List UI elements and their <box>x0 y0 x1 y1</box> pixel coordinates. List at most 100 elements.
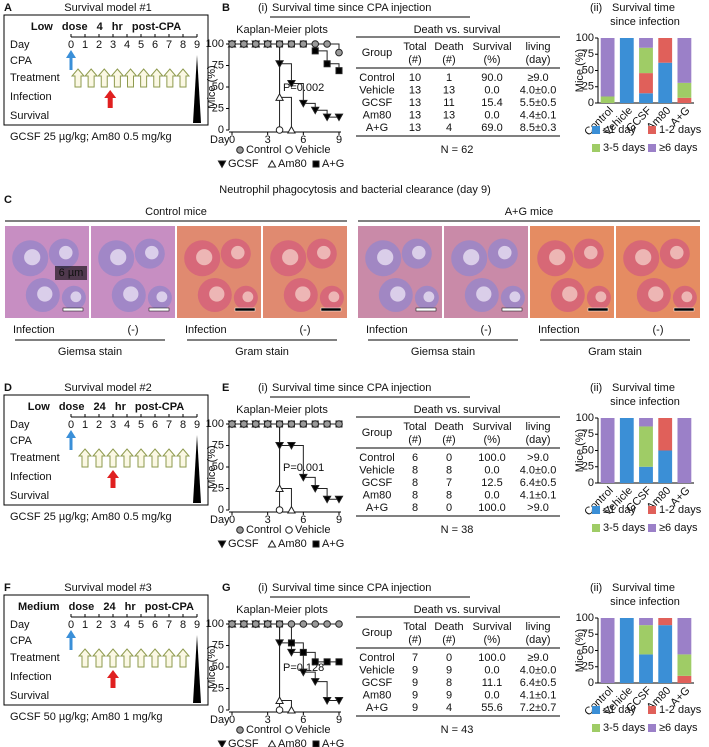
km-marker <box>311 620 320 628</box>
cpa-arrow-head <box>66 630 76 638</box>
km-marker <box>311 658 319 666</box>
bar-segment <box>639 93 653 103</box>
day-label: 5 <box>138 39 144 51</box>
nucleus <box>648 286 664 302</box>
bar-title: since infection <box>610 596 680 608</box>
km-marker <box>263 420 272 428</box>
x-tick-label: 9 <box>336 514 342 526</box>
km-marker <box>287 639 295 647</box>
table-cell: 0 <box>446 652 452 664</box>
row-label: CPA <box>10 635 32 647</box>
table-header: Death <box>434 621 463 633</box>
x-axis-label: Day <box>210 134 230 146</box>
bar-segment <box>639 466 653 483</box>
day-label: 1 <box>82 619 88 631</box>
km-marker <box>335 658 343 666</box>
km-marker <box>310 485 320 493</box>
y-tick-label: 75 <box>212 639 224 651</box>
table-cell: 9 <box>446 689 452 701</box>
y-axis-label: Mice (%) <box>206 645 218 688</box>
legend-symbol <box>236 726 244 734</box>
km-title: Kaplan-Meier plots <box>236 24 328 36</box>
km-marker <box>298 668 308 677</box>
bar-segment <box>677 97 692 103</box>
table-cell: 1 <box>446 72 452 84</box>
model-footer: GCSF 25 µg/kg; Am80 0.5 mg/kg <box>10 131 172 143</box>
day-label: 9 <box>194 619 200 631</box>
km-marker <box>287 40 296 48</box>
km-marker <box>287 420 296 428</box>
nucleus <box>635 249 652 266</box>
p-value: P=0.001 <box>283 462 324 474</box>
table-cell: 100.0 <box>478 452 506 464</box>
table-header: Total <box>403 41 426 53</box>
table-cell: 4 <box>446 702 452 714</box>
infection-arrow <box>104 90 117 108</box>
nucleus <box>562 286 578 302</box>
day-label: 1 <box>82 419 88 431</box>
bar-title: since infection <box>610 16 680 28</box>
nucleus <box>37 286 53 302</box>
row-label: Survival <box>10 490 49 502</box>
treatment-arrow <box>91 448 107 468</box>
legend-label: 3-5 days <box>603 722 646 734</box>
table-cell: 13 <box>443 84 455 96</box>
y-tick-label: 50 <box>212 81 224 93</box>
table-cell: Vehicle <box>359 84 394 96</box>
stain-label: Gram stain <box>235 346 289 358</box>
table-cell: 15.4 <box>481 97 502 109</box>
legend-swatch <box>648 506 656 514</box>
day-label: 6 <box>152 619 158 631</box>
table-cell: 7 <box>412 652 418 664</box>
y-axis-label: Mice (%) <box>574 629 586 672</box>
table-header: Death <box>434 421 463 433</box>
table-header: Death <box>434 41 463 53</box>
km-marker <box>228 40 236 48</box>
legend-label: ≤1 day <box>603 124 636 136</box>
x-tick-label: 9 <box>336 134 342 146</box>
part-label: (ii) <box>590 582 602 594</box>
day-label: 8 <box>180 39 186 51</box>
legend-swatch <box>592 706 600 714</box>
nucleus <box>317 245 331 260</box>
nucleus <box>498 245 512 260</box>
day-label: 5 <box>138 419 144 431</box>
scale-bar <box>234 307 256 312</box>
row-label: Infection <box>10 671 52 683</box>
nucleus <box>463 249 480 266</box>
legend-swatch <box>592 524 600 532</box>
y-tick-label: 100 <box>576 612 594 624</box>
table-header: (#) <box>408 434 421 446</box>
bar-segment <box>677 618 692 655</box>
part-label: (ii) <box>590 382 602 394</box>
table-header: (#) <box>442 54 455 66</box>
bar-segment <box>639 426 653 467</box>
bar-segment <box>677 654 692 676</box>
y-tick-label: 0 <box>588 97 594 109</box>
table-cell: 8 <box>446 464 452 476</box>
bar-title: Survival time <box>612 382 675 394</box>
day-label: 0 <box>68 39 74 51</box>
y-tick-label: 25 <box>582 661 594 673</box>
part-label: (i) <box>258 382 268 394</box>
image-caption: (-) <box>481 324 492 336</box>
legend-label: ≥6 days <box>659 722 698 734</box>
legend-swatch <box>592 724 600 732</box>
km-marker <box>275 420 284 428</box>
y-tick-label: 100 <box>206 38 224 50</box>
nucleus <box>145 245 159 260</box>
legend-symbol <box>236 526 244 534</box>
table-cell: 0 <box>446 452 452 464</box>
table-cell: 0.0 <box>484 84 499 96</box>
table-cell: 8 <box>412 477 418 489</box>
km-marker <box>299 40 308 48</box>
day-label: 6 <box>152 39 158 51</box>
table-header: Survival <box>472 421 511 433</box>
km-marker <box>286 705 296 714</box>
x-tick-label: 0 <box>229 134 235 146</box>
y-tick-label: 25 <box>212 482 224 494</box>
table-cell: A+G <box>366 702 388 714</box>
day-label: 8 <box>180 619 186 631</box>
treatment-arrow <box>147 448 163 468</box>
